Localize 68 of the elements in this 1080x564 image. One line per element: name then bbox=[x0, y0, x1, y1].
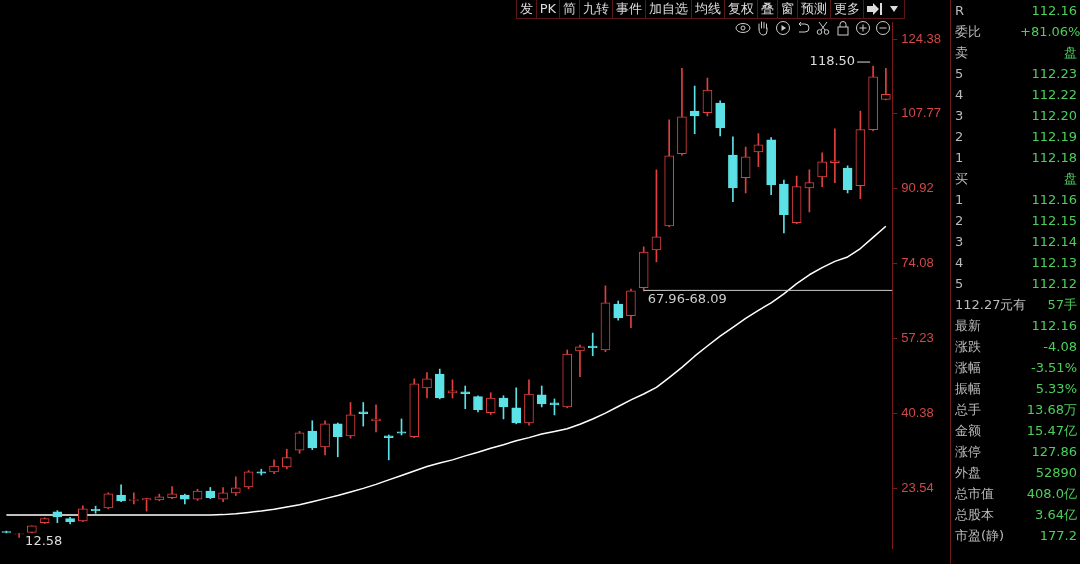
text: 57手 bbox=[1047, 297, 1077, 312]
text: 112.27元有 bbox=[954, 296, 1027, 314]
text: 外盘 bbox=[954, 464, 982, 482]
y-tick-label: 74.08 bbox=[901, 255, 934, 271]
annotation: 12.58 bbox=[25, 532, 63, 548]
y-tick-label: 57.23 bbox=[901, 330, 934, 346]
text: 112.22 bbox=[1030, 86, 1078, 104]
candlestick bbox=[881, 67, 891, 101]
text: 振幅 bbox=[954, 380, 982, 398]
annotation: 118.50 bbox=[809, 53, 856, 69]
text: 3 bbox=[954, 233, 965, 251]
text: -3.51% bbox=[1030, 359, 1078, 377]
text: 13.68万 bbox=[1025, 401, 1078, 419]
text: 涨停 bbox=[954, 443, 982, 461]
text: 112.14 bbox=[1030, 233, 1078, 251]
text: +81.06% bbox=[1019, 23, 1080, 41]
text: 4 bbox=[954, 254, 965, 272]
text: -4.08 bbox=[1042, 338, 1078, 356]
text: R bbox=[954, 2, 966, 20]
text: 4 bbox=[954, 86, 965, 104]
text: 112.16 bbox=[1030, 317, 1078, 335]
text: 1 bbox=[954, 149, 965, 167]
text: 112.16 bbox=[1030, 2, 1078, 20]
text: 总市值 bbox=[954, 485, 995, 503]
text: 金额 bbox=[954, 422, 982, 440]
text: 1 bbox=[954, 191, 965, 209]
text: 最新 bbox=[954, 317, 982, 335]
text: 112.13 bbox=[1030, 254, 1078, 272]
text: 盘 bbox=[1063, 170, 1078, 188]
text: 112.20 bbox=[1030, 107, 1078, 125]
candlestick bbox=[383, 434, 394, 461]
text: 112.23 bbox=[1030, 65, 1078, 83]
text: 177.2 bbox=[1038, 527, 1078, 545]
text: 盘 bbox=[1063, 44, 1078, 62]
text: 15.47亿 bbox=[1025, 422, 1078, 440]
text: 委比 bbox=[954, 23, 982, 41]
text: 总手 bbox=[954, 401, 982, 419]
text: 112.18 bbox=[1030, 149, 1078, 167]
text: 127.86 bbox=[1030, 443, 1078, 461]
text: 2 bbox=[954, 128, 965, 146]
annotation: 67.96-68.09 bbox=[647, 291, 727, 307]
text: 买 bbox=[954, 170, 969, 188]
text: 市盈(静) bbox=[954, 527, 1006, 545]
text: 2 bbox=[954, 212, 965, 230]
text: 5 bbox=[954, 275, 965, 293]
text: 卖 bbox=[954, 44, 969, 62]
text: 112.19 bbox=[1030, 128, 1078, 146]
text: 总股本 bbox=[954, 506, 995, 524]
text: 112.12 bbox=[1030, 275, 1078, 293]
y-tick-label: 40.38 bbox=[901, 405, 934, 421]
text: 3.64亿 bbox=[1034, 506, 1078, 524]
text: 112.15 bbox=[1030, 212, 1078, 230]
text: 408.0亿 bbox=[1025, 485, 1078, 503]
candlestick bbox=[830, 128, 840, 183]
text: 5 bbox=[954, 65, 965, 83]
y-tick-label: 124.38 bbox=[901, 31, 941, 47]
text: 3 bbox=[954, 107, 965, 125]
text: 涨跌 bbox=[954, 338, 982, 356]
text: 涨幅 bbox=[954, 359, 982, 377]
text: 5.33% bbox=[1034, 380, 1078, 398]
text: 52890 bbox=[1034, 464, 1078, 482]
text: 发 PK 简 九转 事件 加自选 均线 复权 叠 窗 预测 更多 bbox=[519, 1, 860, 16]
text: 112.16 bbox=[1030, 191, 1078, 209]
y-tick-label: 23.54 bbox=[901, 480, 934, 496]
candlestick bbox=[460, 385, 471, 410]
y-tick-label: 90.92 bbox=[901, 180, 934, 196]
y-tick-label: 107.77 bbox=[901, 105, 941, 121]
candlestick bbox=[358, 402, 369, 427]
